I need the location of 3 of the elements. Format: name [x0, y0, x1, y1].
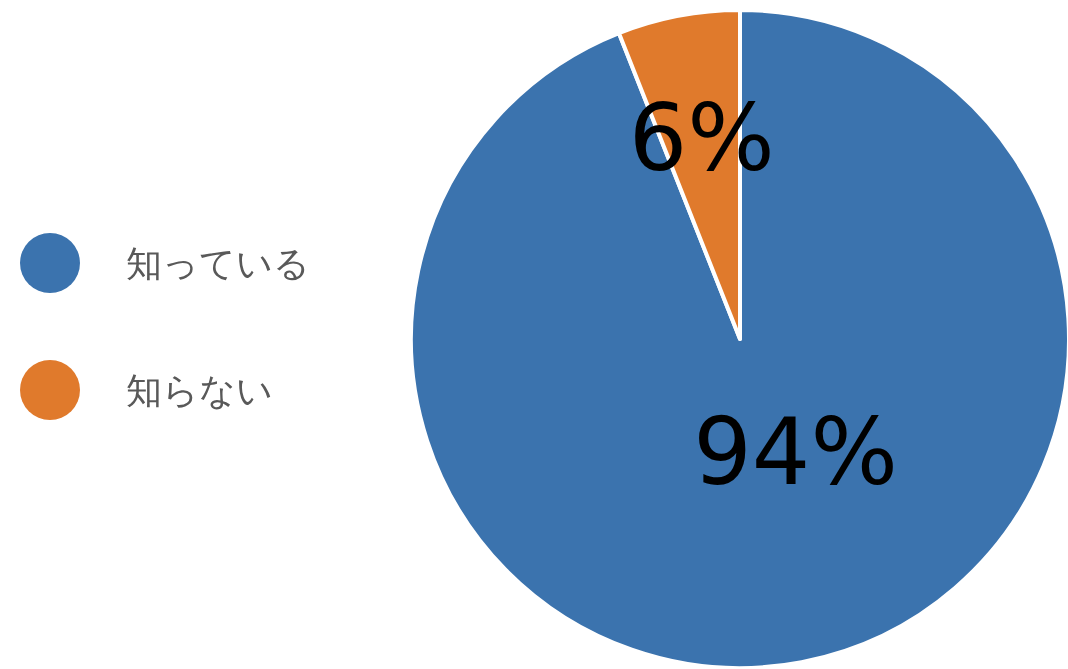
- legend-label: 知らない: [126, 369, 273, 411]
- legend-label: 知っている: [126, 242, 310, 284]
- data-label: 94%: [693, 398, 898, 506]
